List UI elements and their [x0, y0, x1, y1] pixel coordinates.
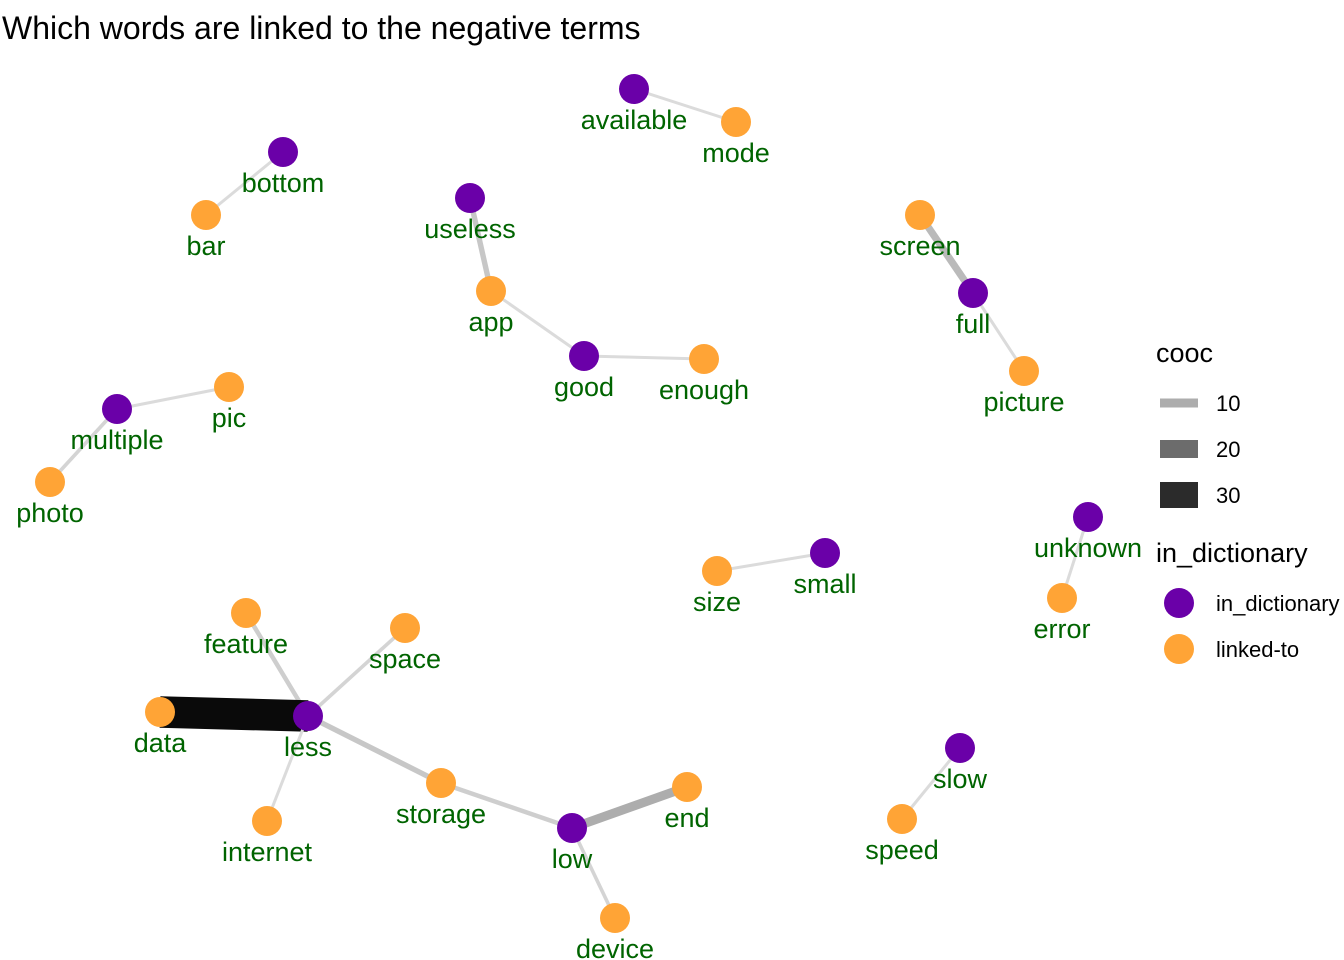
node-label-size: size	[693, 587, 741, 617]
node-label-low: low	[552, 844, 593, 874]
node-label-useless: useless	[424, 214, 516, 244]
node-unknown	[1073, 502, 1103, 532]
edges-layer	[48, 87, 1090, 919]
node-label-end: end	[664, 803, 709, 833]
node-label-error: error	[1033, 614, 1090, 644]
node-slow	[945, 733, 975, 763]
edge-space-less	[306, 626, 407, 718]
legend-dict-swatch-linked_to	[1164, 634, 1194, 664]
node-label-internet: internet	[222, 837, 313, 867]
nodes-layer	[35, 74, 1103, 933]
legend-dict-title: in_dictionary	[1156, 538, 1308, 568]
legend-dict-label-in_dictionary: in_dictionary	[1216, 591, 1340, 616]
node-label-slow: slow	[933, 764, 988, 794]
edge-low-device	[570, 827, 617, 919]
node-internet	[252, 806, 282, 836]
edge-useless-app	[467, 197, 494, 292]
node-label-less: less	[284, 732, 332, 762]
edge-multiple-pic	[116, 385, 230, 411]
edge-low-end	[570, 782, 689, 833]
labels-layer: available mode bottom bar useless app good enou…	[16, 105, 1142, 960]
node-label-full: full	[956, 309, 991, 339]
legend-dict-items: in_dictionary linked-to	[1164, 588, 1340, 664]
node-label-unknown: unknown	[1034, 533, 1142, 563]
legend-cooc-label-30: 30	[1216, 483, 1240, 508]
node-low	[557, 813, 587, 843]
node-label-bar: bar	[186, 231, 225, 261]
node-speed	[887, 804, 917, 834]
edge-full-picture	[971, 292, 1026, 372]
legend: cooc 10 20 30 in_dictionary in_dictionaryl…	[1156, 338, 1340, 664]
edge-slow-speed	[900, 747, 962, 820]
edge-app-good	[490, 289, 585, 358]
node-label-speed: speed	[865, 835, 939, 865]
node-label-device: device	[576, 934, 654, 960]
node-screen	[905, 200, 935, 230]
node-label-available: available	[581, 105, 688, 135]
node-error	[1047, 583, 1077, 613]
node-label-feature: feature	[204, 629, 288, 659]
node-feature	[231, 598, 261, 628]
node-enough	[689, 344, 719, 374]
node-space	[390, 613, 420, 643]
chart-title: Which words are linked to the negative t…	[2, 10, 641, 46]
node-label-space: space	[369, 644, 441, 674]
node-small	[810, 538, 840, 568]
edge-good-enough	[583, 354, 705, 361]
node-full	[958, 278, 988, 308]
legend-dict-label-linked_to: linked-to	[1216, 637, 1299, 662]
node-size	[702, 556, 732, 586]
edge-available-mode	[633, 87, 737, 124]
node-label-app: app	[468, 307, 513, 337]
node-label-mode: mode	[702, 138, 770, 168]
node-picture	[1009, 356, 1039, 386]
edge-screen-full	[917, 212, 976, 296]
node-less	[293, 701, 323, 731]
node-data	[145, 697, 175, 727]
legend-dict-swatch-in_dictionary	[1164, 588, 1194, 618]
node-label-screen: screen	[879, 231, 960, 261]
legend-cooc-label-10: 10	[1216, 391, 1240, 416]
node-label-photo: photo	[16, 498, 84, 528]
node-mode	[721, 107, 751, 137]
node-storage	[426, 768, 456, 798]
node-good	[569, 341, 599, 371]
edge-bottom-bar	[205, 150, 284, 217]
node-available	[619, 74, 649, 104]
edge-multiple-photo	[48, 407, 119, 484]
node-label-good: good	[554, 372, 614, 402]
node-label-bottom: bottom	[242, 168, 325, 198]
legend-cooc-label-20: 20	[1216, 437, 1240, 462]
node-end	[672, 772, 702, 802]
node-label-storage: storage	[396, 799, 486, 829]
node-label-enough: enough	[659, 375, 749, 405]
node-label-data: data	[134, 728, 188, 758]
edge-feature-less	[244, 611, 310, 718]
edge-data-less	[159, 696, 309, 732]
edge-storage-low	[440, 780, 573, 831]
legend-cooc-title: cooc	[1156, 338, 1213, 368]
node-app	[476, 276, 506, 306]
node-photo	[35, 467, 65, 497]
node-label-pic: pic	[212, 403, 247, 433]
node-bar	[191, 200, 221, 230]
edge-internet-less	[265, 715, 310, 822]
node-multiple	[102, 394, 132, 424]
node-label-picture: picture	[983, 387, 1064, 417]
node-pic	[214, 372, 244, 402]
node-device	[600, 903, 630, 933]
edge-less-storage	[306, 713, 443, 786]
node-label-small: small	[793, 569, 856, 599]
node-label-multiple: multiple	[70, 425, 163, 455]
legend-cooc-items: 10 20 30	[1160, 391, 1240, 508]
edge-size-small	[716, 551, 826, 573]
node-bottom	[268, 137, 298, 167]
node-useless	[455, 183, 485, 213]
